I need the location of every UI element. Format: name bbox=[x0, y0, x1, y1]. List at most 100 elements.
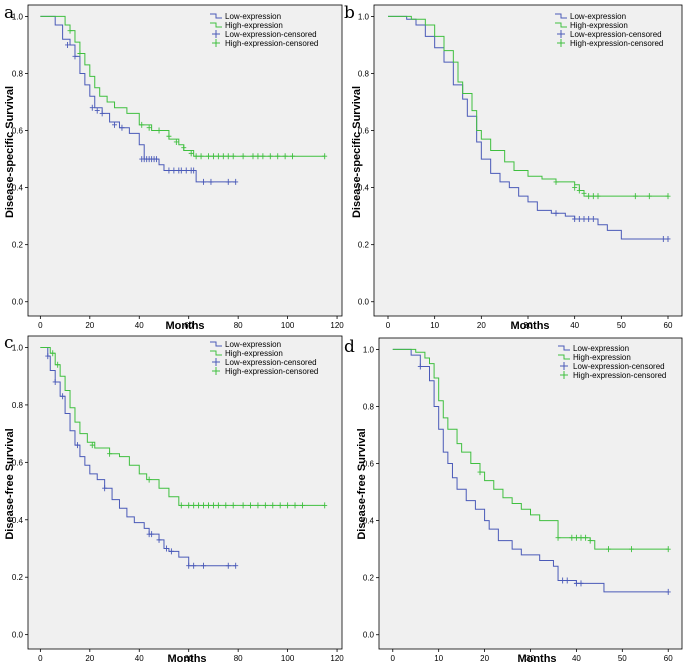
x-tick-label: 20 bbox=[480, 654, 489, 663]
censor-mark-high bbox=[198, 153, 204, 160]
censor-mark-low bbox=[573, 580, 579, 587]
legend-label: Low-expression-censored bbox=[573, 362, 665, 371]
legend-label: High-expression bbox=[573, 353, 631, 362]
x-tick-label: 80 bbox=[234, 654, 243, 663]
censor-mark-high bbox=[587, 537, 593, 544]
panel-b: 0.0 0.2 0.4 0.6 0.8 1.0 0 10 20 30 40 50 60 Low-expre… bbox=[358, 4, 683, 330]
legend-line-swatch bbox=[558, 354, 570, 360]
censor-mark-high bbox=[282, 153, 288, 160]
censor-mark-high bbox=[250, 153, 256, 160]
censor-mark-high bbox=[255, 502, 261, 509]
censor-mark-low bbox=[112, 121, 118, 128]
censor-mark-low bbox=[94, 107, 100, 114]
survival-curve-high bbox=[392, 348, 669, 550]
panel-a-xlabel: Months bbox=[165, 320, 204, 332]
x-tick-label: 40 bbox=[135, 654, 144, 663]
y-tick-label: 0.0 bbox=[12, 631, 24, 640]
censor-mark-low bbox=[154, 156, 160, 163]
y-tick-label: 0.6 bbox=[363, 460, 375, 469]
survival-curve-low bbox=[40, 346, 236, 567]
legend-label: Low-expression-censored bbox=[570, 30, 662, 39]
censor-mark-high bbox=[267, 153, 273, 160]
censor-mark-high bbox=[606, 546, 612, 553]
panel-d-xlabel: Months bbox=[517, 653, 556, 665]
censor-mark-high bbox=[173, 138, 179, 145]
x-tick-label: 60 bbox=[184, 654, 193, 663]
legend-label: Low-expression bbox=[225, 340, 281, 349]
censor-mark-low bbox=[45, 353, 51, 360]
censor-mark-high bbox=[215, 502, 221, 509]
censor-mark-low bbox=[74, 442, 80, 449]
censor-mark-high bbox=[186, 502, 192, 509]
legend-label: High-expression bbox=[225, 349, 283, 358]
panel-a-label: a bbox=[4, 3, 14, 23]
legend-censor-swatch bbox=[212, 39, 220, 47]
legend-line-swatch bbox=[555, 13, 567, 19]
censor-mark-low bbox=[572, 215, 578, 222]
censor-mark-high bbox=[277, 502, 283, 509]
censor-mark-low bbox=[665, 235, 671, 242]
panel-c-xlabel: Months bbox=[167, 653, 206, 665]
censor-mark-high bbox=[77, 50, 83, 57]
panel-b-xlabel: Months bbox=[510, 320, 549, 332]
censor-mark-low bbox=[417, 363, 423, 370]
censor-mark-high bbox=[572, 184, 578, 191]
censor-mark-low bbox=[171, 167, 177, 174]
plot-area bbox=[378, 337, 683, 650]
censor-mark-high bbox=[215, 153, 221, 160]
legend-label: High-expression-censored bbox=[573, 371, 666, 380]
censor-mark-high bbox=[665, 193, 671, 200]
panel-a: 0.0 0.2 0.4 0.6 0.8 1.0 0 20 40 60 80 100 120 Low-exp… bbox=[12, 4, 344, 330]
y-tick-label: 0.8 bbox=[363, 402, 375, 411]
panel-c: 0.0 0.2 0.4 0.6 0.8 1.0 0 20 40 60 80 100 120 Low-exp… bbox=[12, 335, 344, 663]
censor-mark-high bbox=[107, 450, 113, 457]
legend-label: Low-expression bbox=[225, 12, 281, 21]
x-tick-label: 20 bbox=[85, 654, 94, 663]
censor-mark-high bbox=[146, 476, 152, 483]
censor-mark-high bbox=[576, 187, 582, 194]
censor-mark-low bbox=[156, 536, 162, 543]
censor-mark-high bbox=[270, 502, 276, 509]
y-tick-label: 1.0 bbox=[358, 12, 370, 21]
x-tick-label: 20 bbox=[85, 321, 94, 330]
x-tick-label: 30 bbox=[526, 654, 535, 663]
censor-mark-high bbox=[590, 193, 596, 200]
censor-mark-high bbox=[248, 502, 254, 509]
legend-label: High-expression bbox=[570, 21, 628, 30]
legend-censor-swatch bbox=[212, 30, 220, 38]
censor-mark-high bbox=[629, 546, 634, 553]
censor-mark-high bbox=[553, 178, 559, 185]
legend-censor-swatch bbox=[560, 371, 568, 379]
panel-b-label: b bbox=[344, 3, 355, 23]
censor-mark-high bbox=[205, 153, 211, 160]
censor-mark-high bbox=[262, 502, 268, 509]
censor-mark-low bbox=[168, 548, 174, 555]
y-tick-label: 0.2 bbox=[12, 573, 24, 582]
censor-mark-low bbox=[52, 378, 58, 385]
y-tick-label: 0.8 bbox=[358, 69, 370, 78]
y-tick-label: 0.4 bbox=[12, 516, 24, 525]
x-tick-label: 50 bbox=[617, 321, 626, 330]
x-tick-label: 40 bbox=[570, 321, 579, 330]
censor-mark-low bbox=[233, 562, 239, 569]
y-tick-label: 0.4 bbox=[358, 184, 370, 193]
survival-curve-high bbox=[388, 15, 668, 197]
x-tick-label: 10 bbox=[434, 654, 443, 663]
censor-mark-high bbox=[89, 442, 95, 449]
censor-mark-high bbox=[146, 124, 152, 131]
censor-mark-low bbox=[560, 577, 566, 584]
legend-line-swatch bbox=[210, 341, 222, 347]
censor-mark-low bbox=[208, 178, 214, 185]
legend-line-swatch bbox=[210, 22, 222, 28]
censor-mark-high bbox=[285, 502, 291, 509]
y-tick-label: 0.0 bbox=[12, 298, 24, 307]
legend-censor-swatch bbox=[212, 358, 220, 366]
censor-mark-high bbox=[322, 502, 328, 509]
panel-d-ylabel: Disease-free Survival bbox=[356, 428, 368, 539]
censor-mark-high bbox=[196, 502, 202, 509]
censor-mark-low bbox=[564, 577, 570, 584]
censor-mark-low bbox=[163, 545, 169, 552]
x-tick-label: 80 bbox=[234, 321, 243, 330]
legend-label: Low-expression-censored bbox=[225, 30, 317, 39]
legend-label: Low-expression bbox=[573, 344, 629, 353]
